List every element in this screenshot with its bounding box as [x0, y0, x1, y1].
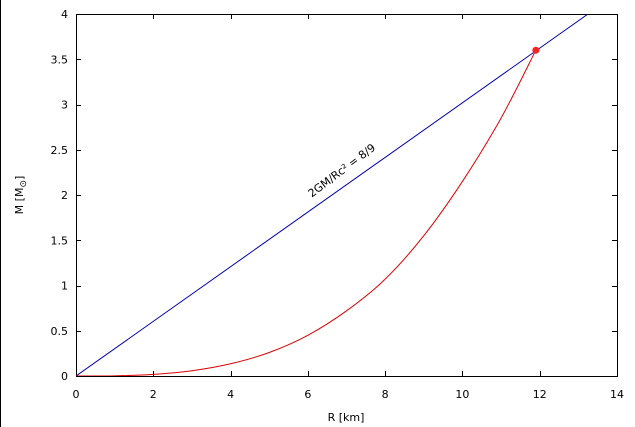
- x-tick-label: 2: [150, 388, 157, 401]
- y-tick-label: 4: [61, 8, 68, 21]
- x-tick-label: 4: [227, 388, 234, 401]
- y-axis-label: M [M⊙]: [13, 176, 29, 215]
- y-tick-label: 2.5: [51, 144, 69, 157]
- y-tick-label: 0: [61, 370, 68, 383]
- y-axis-label-sun-symbol: ⊙: [19, 180, 29, 188]
- x-tick-label: 6: [304, 388, 311, 401]
- y-axis-label-main: M [M: [13, 188, 26, 215]
- x-axis-label: R [km]: [328, 411, 365, 424]
- mass-radius-curve-series: [76, 49, 537, 376]
- y-tick-label: 2: [61, 189, 68, 202]
- y-tick-label: 1: [61, 280, 68, 293]
- limit-line-series: [76, 14, 589, 376]
- data-series: [76, 14, 589, 376]
- axis-ticks: [76, 14, 618, 377]
- x-tick-label: 14: [610, 388, 624, 401]
- plot-frame: [76, 14, 618, 377]
- x-tick-label: 12: [533, 388, 547, 401]
- y-tick-label: 3.5: [51, 53, 69, 66]
- maximum-mass-point: [532, 46, 540, 54]
- plot-area-border: [76, 14, 618, 377]
- y-tick-label: 1.5: [51, 234, 69, 247]
- y-axis-label-close: ]: [13, 176, 26, 180]
- x-tick-label: 8: [382, 388, 389, 401]
- y-tick-labels: 0 0.5 1 1.5 2 2.5 3 3.5 4: [51, 8, 69, 383]
- y-tick-label: 0.5: [51, 325, 69, 338]
- x-tick-label: 0: [73, 388, 80, 401]
- x-tick-labels: 0 2 4 6 8 10 12 14: [73, 388, 625, 401]
- y-tick-label: 3: [61, 99, 68, 112]
- x-tick-label: 10: [455, 388, 469, 401]
